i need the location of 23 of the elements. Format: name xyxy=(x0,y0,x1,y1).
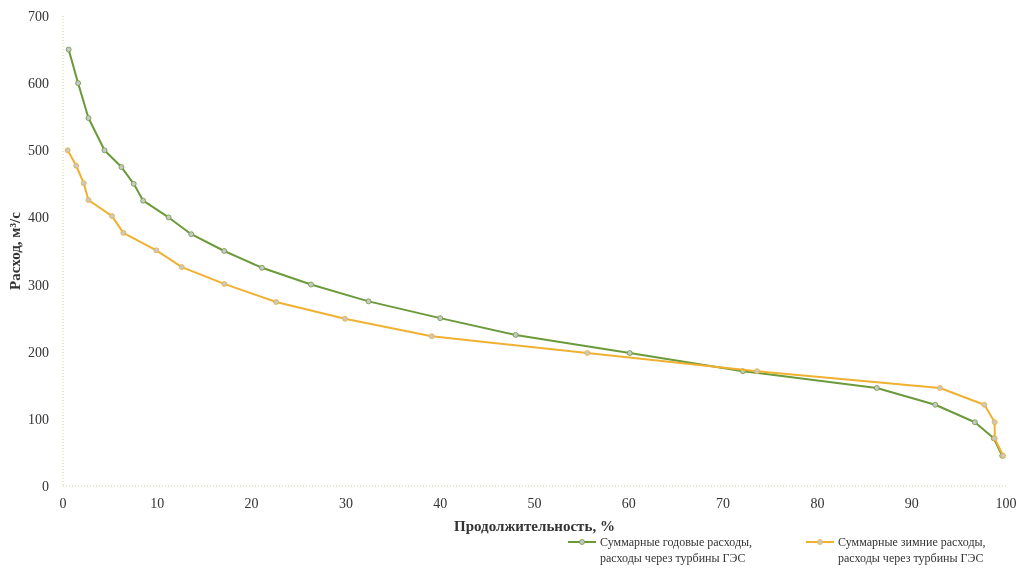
x-tick-label: 70 xyxy=(716,496,731,511)
x-tick-label: 80 xyxy=(810,496,825,511)
y-tick-label: 700 xyxy=(28,9,49,24)
x-tick-label: 40 xyxy=(433,496,448,511)
x-tick-label: 30 xyxy=(338,496,353,511)
y-tick-label: 200 xyxy=(28,344,49,360)
y-tick-label: 500 xyxy=(28,143,49,159)
x-tick-label: 10 xyxy=(150,496,165,511)
x-axis-title: Продолжительность, % xyxy=(454,518,615,534)
legend-label: Суммарные годовые расходы, расходы через турбины ГЭС xyxy=(600,535,753,565)
y-tick-label: 400 xyxy=(28,210,49,226)
x-tick-label: 90 xyxy=(904,496,919,511)
x-tick-label: 20 xyxy=(244,496,259,511)
legend-label: Суммарные зимние расходы, расходы через турбины ГЭС xyxy=(838,535,986,565)
x-tick-label: 50 xyxy=(527,496,542,511)
y-tick-label: 0 xyxy=(42,479,49,494)
y-tick-label: 300 xyxy=(28,277,49,293)
y-tick-label: 100 xyxy=(28,411,49,427)
x-tick-label: 60 xyxy=(621,496,636,511)
y-axis-title: Расход, м³/с xyxy=(7,211,23,290)
x-tick-label: 100 xyxy=(995,496,1017,511)
y-tick-label: 600 xyxy=(28,76,49,92)
x-tick-label: 0 xyxy=(59,496,67,511)
